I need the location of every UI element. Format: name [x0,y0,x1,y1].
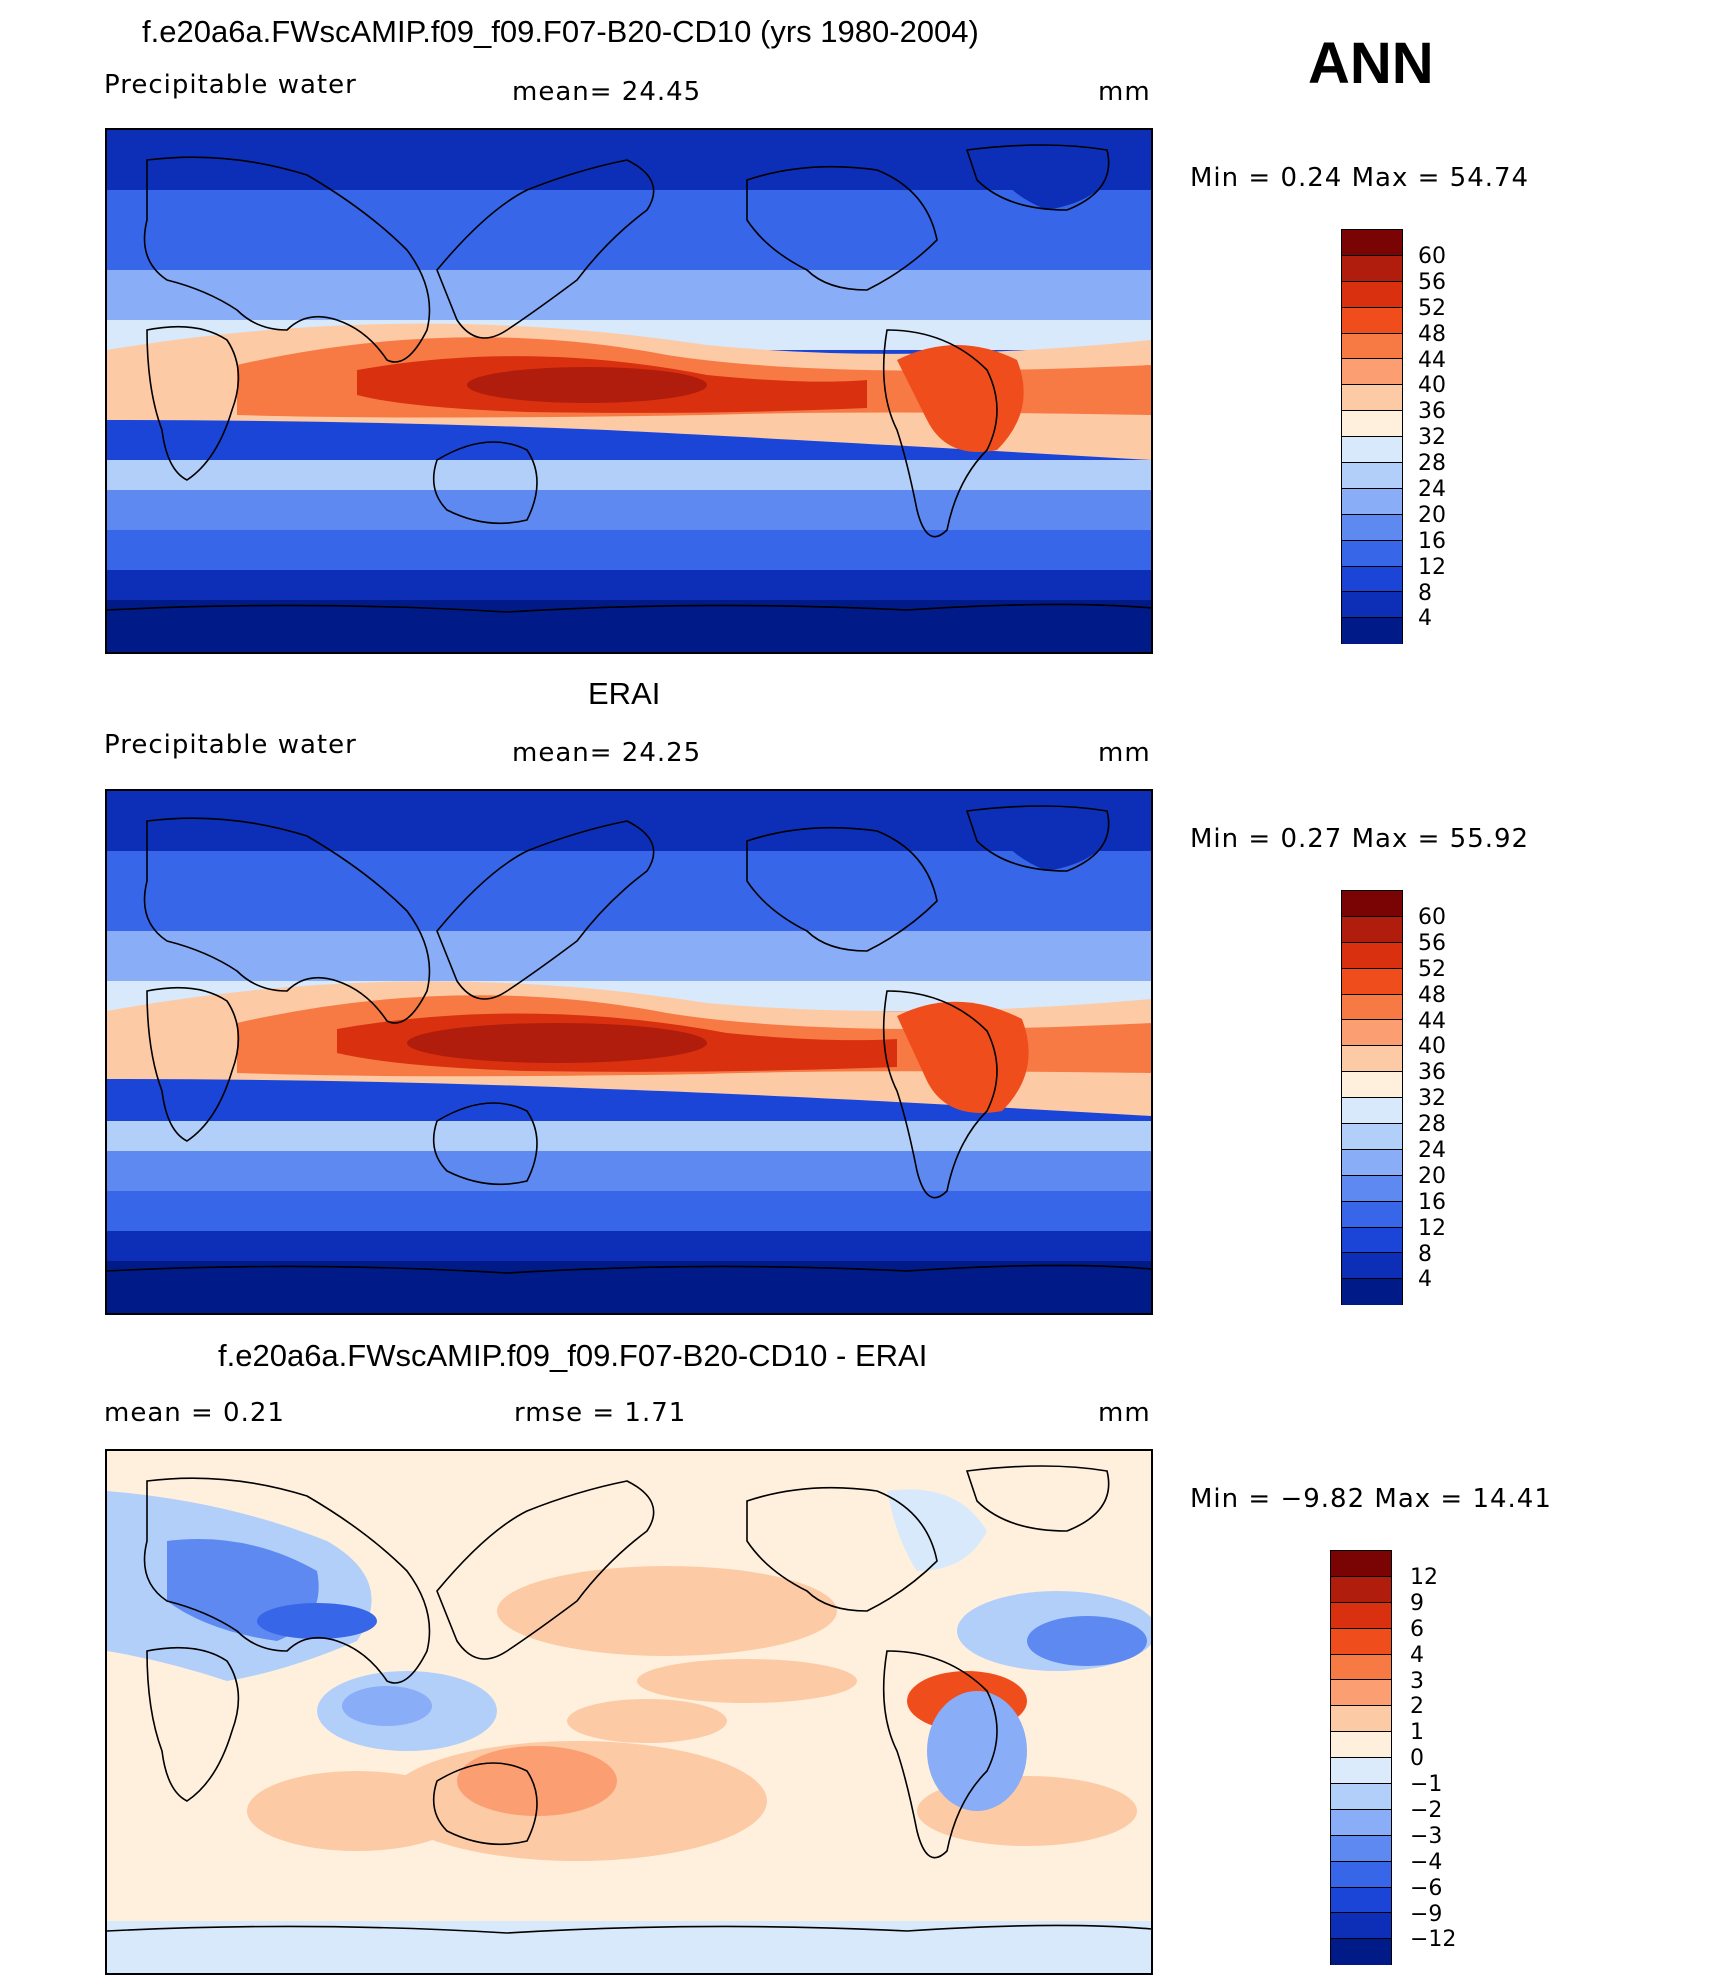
panel-1-minmax-label: Min = 0.24 Max = 54.74 [1190,163,1530,193]
panel-2-colorbar [1341,890,1403,1306]
colorbar-tick: −9 [1410,1901,1443,1927]
colorbar-tick: 9 [1410,1590,1424,1616]
colorbar-tick: 32 [1418,425,1446,451]
colorbar-tick: 44 [1418,1008,1446,1034]
colorbar-tick: 12 [1418,554,1446,580]
colorbar-tick: −1 [1410,1772,1443,1798]
colorbar-tick: 24 [1418,1138,1446,1164]
colorbar-tick: 0 [1410,1746,1424,1772]
colorbar-tick: 8 [1418,1241,1432,1267]
panel-3-title: f.e20a6a.FWscAMIP.f09_f09.F07-B20-CD10 -… [218,1338,928,1373]
panel-3-mean-label: mean = 0.21 [104,1398,285,1428]
colorbar-tick: 4 [1418,606,1432,632]
colorbar-tick: −6 [1410,1875,1443,1901]
panel-1-mean-label: mean= 24.45 [512,77,702,107]
season-label: ANN [1308,31,1434,96]
panel-3-colorbar [1330,1550,1392,1966]
colorbar-tick: 44 [1418,347,1446,373]
colorbar-tick: 24 [1418,477,1446,503]
colorbar-tick: −4 [1410,1849,1443,1875]
colorbar-tick: −12 [1410,1927,1457,1953]
colorbar-tick: 20 [1418,1163,1446,1189]
panel-3-colorbar-ticks: 12 9 6 4 3 2 1 0 −1 −2 −3 −4 −6 −9 −12 [1410,1565,1456,1953]
panel-2-map-svg [107,791,1151,1313]
panel-1-title: f.e20a6a.FWscAMIP.f09_f09.F07-B20-CD10 (… [142,14,979,49]
colorbar-tick: 36 [1418,399,1446,425]
colorbar-tick: 12 [1418,1215,1446,1241]
colorbar-tick: 56 [1418,930,1446,956]
colorbar-tick: 52 [1418,956,1446,982]
panel-2-units-label: mm [1098,738,1151,768]
panel-1-colorbar-ticks: 60 56 52 48 44 40 36 32 28 24 20 16 12 8… [1418,244,1446,632]
panel-1-variable-label: Precipitable water [104,70,357,100]
panel-3-minmax-label: Min = −9.82 Max = 14.41 [1190,1484,1552,1514]
panel-1-colorbar [1341,229,1403,645]
colorbar-tick: −3 [1410,1823,1443,1849]
panel-3-units-label: mm [1098,1398,1151,1428]
panel-2-colorbar-ticks: 60 56 52 48 44 40 36 32 28 24 20 16 12 8… [1418,905,1446,1293]
colorbar-tick: 16 [1418,528,1446,554]
colorbar-tick: 2 [1410,1694,1424,1720]
colorbar-tick: 32 [1418,1086,1446,1112]
panel-1-units-label: mm [1098,77,1151,107]
colorbar-tick: 6 [1410,1616,1424,1642]
colorbar-tick: 28 [1418,451,1446,477]
colorbar-tick: 16 [1418,1189,1446,1215]
panel-3-map [105,1449,1153,1975]
colorbar-tick: 60 [1418,905,1446,930]
panel-1-map [105,128,1153,654]
panel-2-variable-label: Precipitable water [104,730,357,760]
colorbar-tick: 20 [1418,502,1446,528]
colorbar-tick: 3 [1410,1668,1424,1694]
colorbar-tick: 40 [1418,373,1446,399]
colorbar-tick: 52 [1418,295,1446,321]
colorbar-tick: 60 [1418,244,1446,269]
panel-2-minmax-label: Min = 0.27 Max = 55.92 [1190,824,1530,854]
colorbar-tick: 48 [1418,321,1446,347]
panel-2-title: ERAI [588,676,661,711]
colorbar-tick: 28 [1418,1112,1446,1138]
colorbar-tick: 4 [1418,1267,1432,1293]
colorbar-tick: 48 [1418,982,1446,1008]
colorbar-tick: 12 [1410,1565,1438,1590]
colorbar-tick: 8 [1418,580,1432,606]
colorbar-tick: 4 [1410,1642,1424,1668]
panel-3-map-svg [107,1451,1151,1973]
colorbar-tick: 56 [1418,269,1446,295]
panel-2-mean-label: mean= 24.25 [512,738,702,768]
panel-2-map [105,789,1153,1315]
colorbar-tick: 40 [1418,1034,1446,1060]
panel-1-map-svg [107,130,1151,652]
colorbar-tick: 36 [1418,1060,1446,1086]
colorbar-tick: 1 [1410,1720,1424,1746]
colorbar-tick: −2 [1410,1798,1443,1824]
panel-3-rmse-label: rmse = 1.71 [514,1398,687,1428]
